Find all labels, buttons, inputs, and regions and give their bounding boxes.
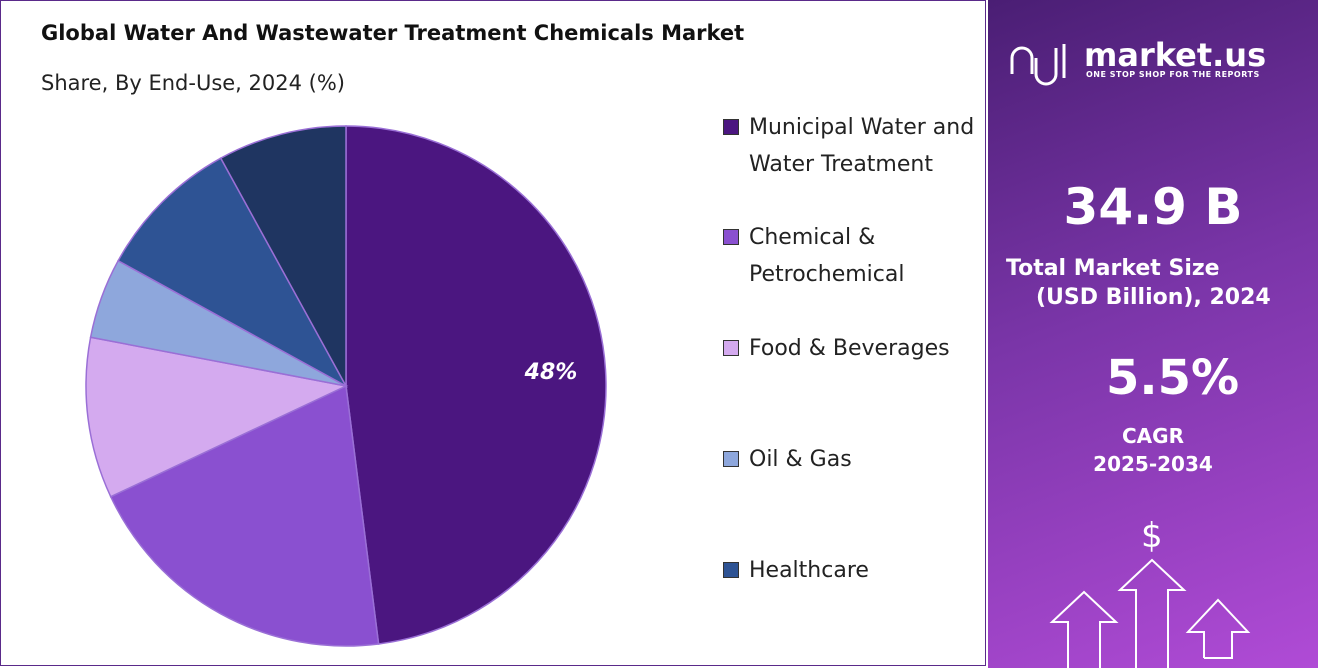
legend-label: Chemical & Petrochemical	[749, 225, 905, 287]
cagr-label: CAGR	[1122, 424, 1184, 448]
legend-swatch	[723, 119, 739, 135]
legend-item: Oil & Gas	[723, 441, 983, 478]
growth-arrows	[1049, 558, 1251, 668]
pie-slice	[345, 125, 607, 645]
legend-swatch	[723, 229, 739, 245]
panel-graphics	[1010, 44, 1251, 668]
value-label: 48%	[524, 360, 578, 385]
pie-slice	[219, 125, 347, 387]
cagr-period: 2025-2034	[1093, 452, 1213, 476]
legend-item: Food & Beverages	[723, 330, 983, 367]
tagline: ONE STOP SHOP FOR THE REPORTS	[1086, 70, 1260, 79]
chart-title: Global Water And Wastewater Treatment Ch…	[41, 21, 745, 45]
legend-label: Food & Beverages	[749, 336, 950, 361]
brand: market.us	[1084, 36, 1267, 74]
legend-label: Healthcare	[749, 558, 869, 583]
legend-swatch	[723, 340, 739, 356]
currency-symbol: $	[1141, 516, 1163, 556]
pie-chart: 48%	[85, 125, 607, 647]
legend-item: Healthcare	[723, 552, 983, 589]
market-size-unit: (USD Billion), 2024	[1036, 285, 1271, 310]
chart-subtitle: Share, By End-Use, 2024 (%)	[41, 71, 345, 95]
legend-label: Oil & Gas	[749, 447, 852, 472]
legend-item: Chemical & Petrochemical	[723, 219, 983, 293]
info-panel: market.us ONE STOP SHOP FOR THE REPORTS …	[988, 0, 1318, 668]
chart-area: Global Water And Wastewater Treatment Ch…	[0, 0, 986, 666]
legend-label: Municipal Water and Water Treatment	[749, 115, 975, 177]
legend-swatch	[723, 562, 739, 578]
pie-slice	[117, 157, 348, 388]
legend-item: Municipal Water and Water Treatment	[723, 109, 983, 183]
logo-icon	[1010, 44, 1066, 86]
pie-slice	[85, 336, 349, 498]
market-size-label: Total Market Size	[1006, 256, 1220, 281]
cagr-value: 5.5%	[1106, 350, 1240, 406]
legend-swatch	[723, 451, 739, 467]
pie-slice	[109, 384, 380, 647]
market-size: 34.9 B	[1063, 178, 1243, 236]
